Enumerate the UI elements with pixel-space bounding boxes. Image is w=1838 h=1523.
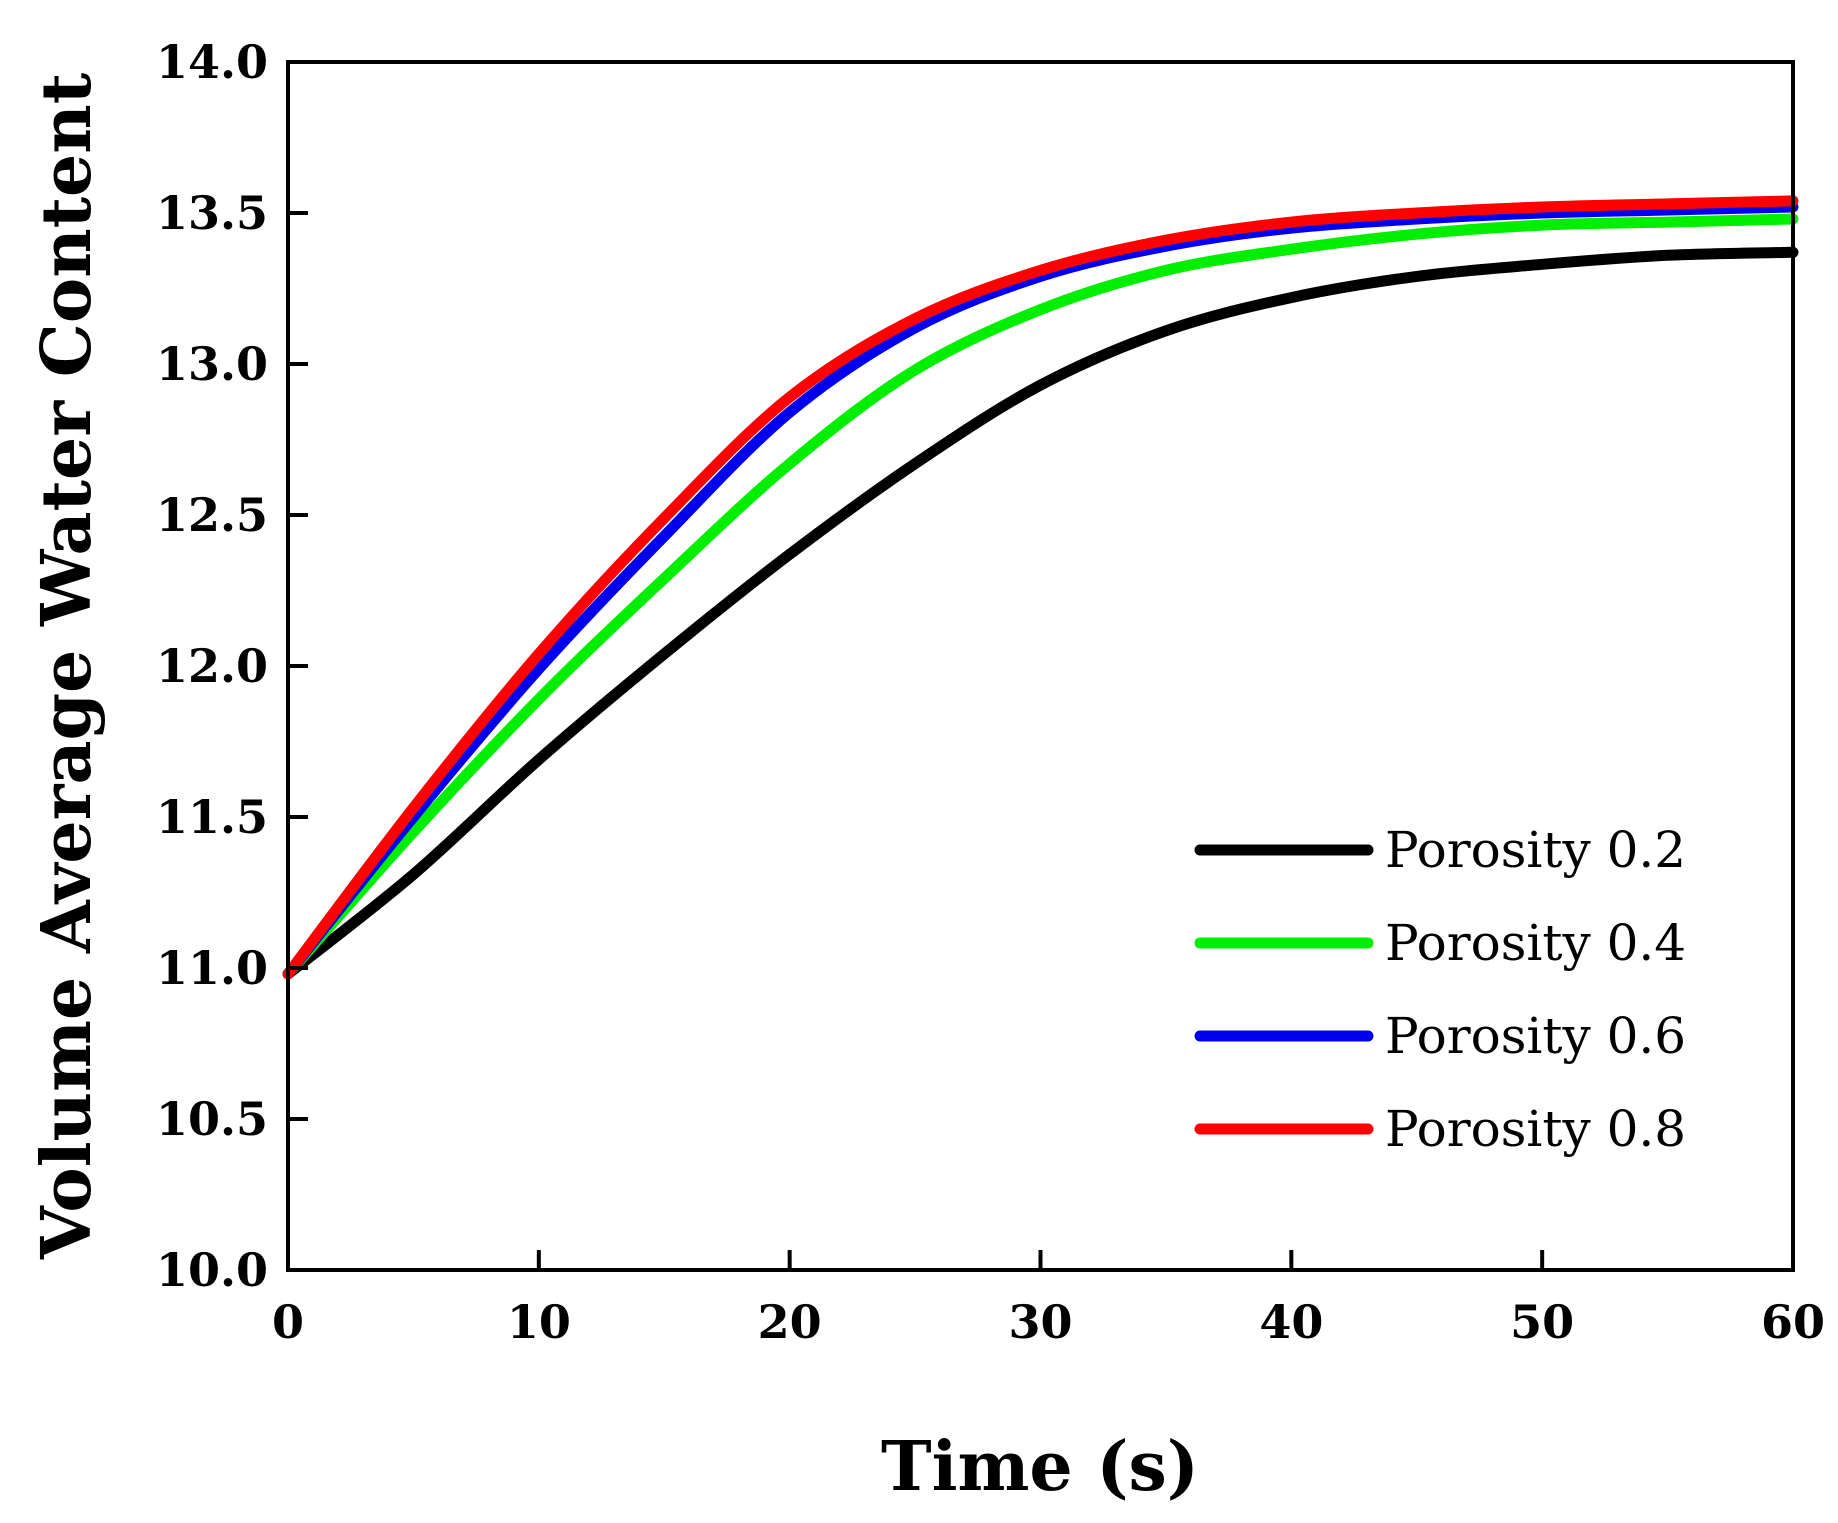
y-tick-label-4: 12.0 xyxy=(156,639,268,693)
axis-ticks xyxy=(286,60,1795,1272)
x-tick-label-3: 30 xyxy=(1008,1295,1072,1349)
x-tick-label-0: 0 xyxy=(272,1295,304,1349)
x-tick-label-5: 50 xyxy=(1510,1295,1574,1349)
y-tick-label-3: 11.5 xyxy=(156,790,268,844)
x-tick-label-6: 60 xyxy=(1761,1295,1825,1349)
legend-label-2: Porosity 0.4 xyxy=(1385,914,1686,972)
y-tick-label-1: 10.5 xyxy=(156,1092,268,1146)
series-line-4 xyxy=(282,195,1799,980)
y-tick-label-6: 13.0 xyxy=(156,337,268,391)
y-tick-label-5: 12.5 xyxy=(156,488,268,542)
series-line-2 xyxy=(282,213,1799,980)
y-axis-title: Volume Average Water Content xyxy=(27,72,107,1260)
legend-label-3: Porosity 0.6 xyxy=(1385,1007,1686,1065)
axis-tick-labels: 0 10 20 30 40 50 60 10.0 10.5 11.0 11.5 12.0 12.5 13.… xyxy=(156,35,1825,1349)
x-tick-label-1: 10 xyxy=(507,1295,571,1349)
series-line-1 xyxy=(282,246,1799,980)
x-tick-label-2: 20 xyxy=(758,1295,822,1349)
y-tick-label-8: 14.0 xyxy=(156,35,268,89)
y-tick-label-2: 11.0 xyxy=(156,941,268,995)
plot-frame xyxy=(286,60,1795,1272)
x-axis-title: Time (s) xyxy=(881,1427,1199,1507)
legend-label-4: Porosity 0.8 xyxy=(1385,1100,1686,1158)
series-lines xyxy=(282,195,1799,980)
y-tick-label-0: 10.0 xyxy=(156,1243,268,1297)
x-tick-label-4: 40 xyxy=(1259,1295,1323,1349)
legend: Porosity 0.2 Porosity 0.4 Porosity 0.6 Poro… xyxy=(1194,821,1686,1158)
y-tick-label-7: 13.5 xyxy=(156,186,268,240)
series-line-3 xyxy=(282,201,1799,980)
legend-label-1: Porosity 0.2 xyxy=(1385,821,1686,879)
